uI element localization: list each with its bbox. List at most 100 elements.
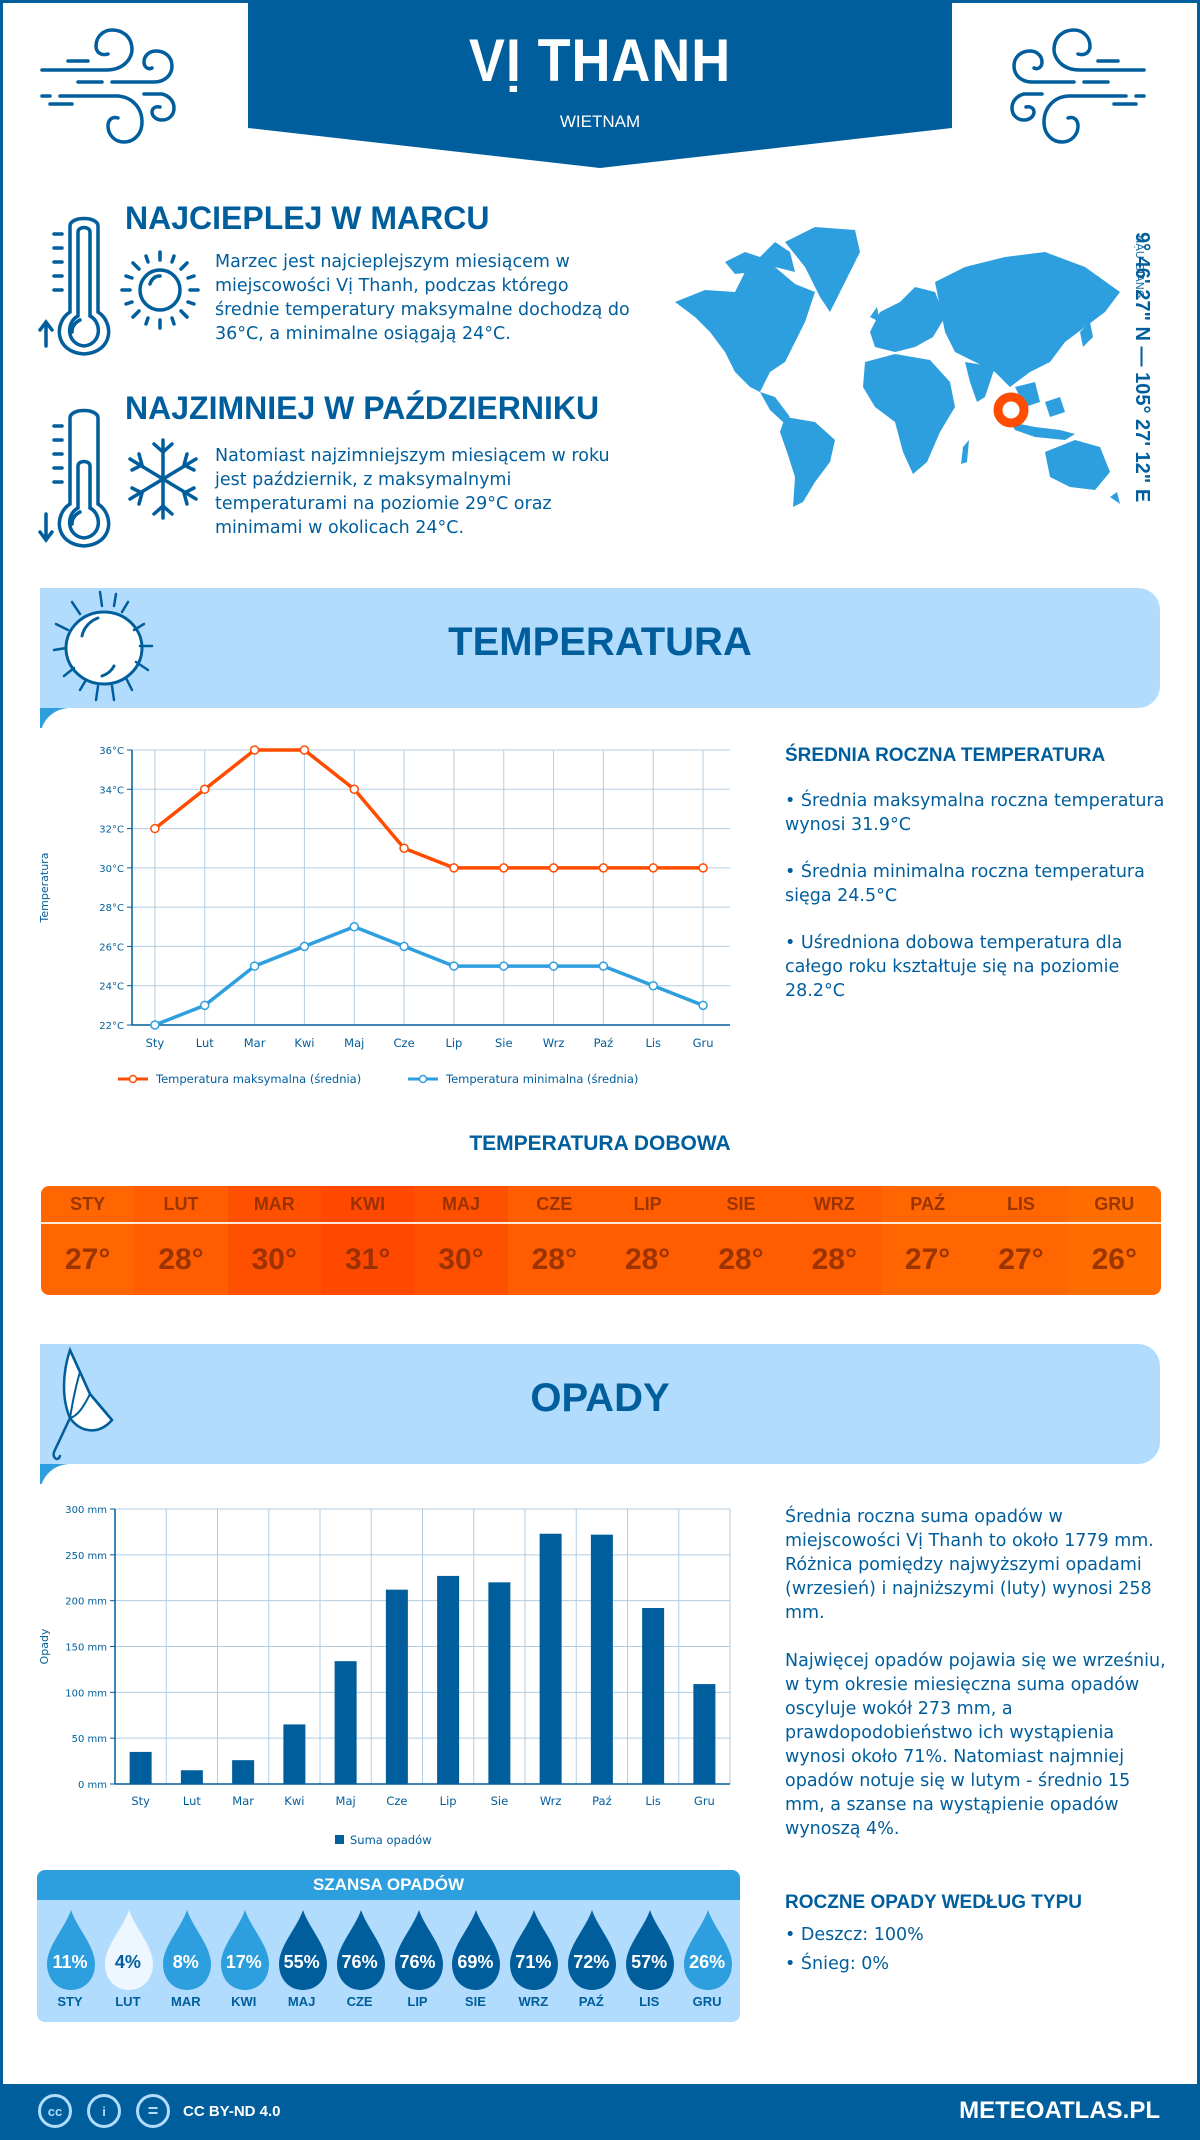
country-label: WIETNAM: [559, 112, 641, 131]
data-point: [548, 863, 559, 873]
daily-temp-value: 28°: [718, 1242, 764, 1276]
y-tick-label: 50 mm: [72, 1734, 107, 1745]
cc-icon: cc: [38, 2094, 72, 2128]
precip-chance-drop: 57% LIS: [620, 1900, 678, 2018]
data-point: [249, 745, 260, 755]
y-axis-label: Opady: [38, 1628, 51, 1664]
license-label[interactable]: CC BY-ND 4.0: [183, 2103, 281, 2120]
data-point: [648, 863, 658, 873]
raindrop-icon: [104, 1910, 153, 1990]
precip-chance-value: 76%: [399, 1952, 436, 1972]
data-point: [648, 980, 658, 991]
daily-temp-cell: LUT 28°: [134, 1186, 228, 1295]
daily-temp-month: SIE: [694, 1186, 788, 1224]
precip-chance-panel: SZANSA OPADÓW 11% STY 4% LUT 8% MAR 17% KWI 55% M…: [37, 1870, 740, 2022]
bar: [693, 1684, 716, 1784]
precip-chance-value: 17%: [225, 1952, 262, 1972]
precip-chance-month: CZE: [346, 1994, 373, 2009]
precip-chance-month: LUT: [115, 1994, 141, 2009]
y-tick-label: 32°C: [99, 825, 124, 836]
coldest-title: NAJZIMNIEJ W PAŹDZIERNIKU: [125, 390, 600, 426]
raindrop-icon: [47, 1910, 95, 1990]
y-tick-label: 150 mm: [65, 1643, 107, 1654]
x-tick-label: Sty: [146, 1036, 165, 1050]
data-point: [698, 863, 708, 873]
daily-temp-month: WRZ: [787, 1186, 881, 1224]
raindrop-icon: [278, 1910, 327, 1990]
daily-temp-value: 31°: [344, 1242, 391, 1276]
precip-chance-month: STY: [57, 1994, 83, 2009]
daily-temperature-table: STY 27° LUT 28° MAR 30° KWI 31° MAJ 30° CZE 28° LIP 2…: [41, 1186, 1161, 1295]
legend-marker: [128, 1074, 138, 1084]
precip-chance-month: PAŹ: [578, 1994, 604, 2009]
daily-temp-month: LIS: [974, 1186, 1068, 1224]
precip-chance-month: WRZ: [518, 1994, 549, 2009]
coldest-text: Natomiast najzimniejszym miesiącem w rok…: [215, 446, 610, 538]
x-tick-label: Lut: [183, 1794, 201, 1808]
bar: [590, 1534, 613, 1784]
x-tick-label: Mar: [232, 1794, 254, 1808]
data-point: [499, 961, 509, 971]
daily-temp-cell: LIP 28°: [600, 1186, 695, 1295]
y-tick-label: 250 mm: [65, 1551, 107, 1562]
x-tick-label: Sty: [131, 1794, 150, 1808]
precipitation-chart: 0 mm 50 mm 100 mm 150 mm 200 mm 250 mm 300 mm S…: [38, 1505, 731, 1847]
y-tick-label: 200 mm: [65, 1597, 107, 1608]
y-axis-label: Temperatura: [38, 853, 51, 924]
data-point: [200, 1000, 210, 1011]
daily-temp-value: 28°: [158, 1242, 204, 1276]
series-line-min: [154, 925, 704, 1027]
daily-temp-cell: SIE 28°: [694, 1186, 788, 1295]
raindrop-icon: [394, 1910, 443, 1990]
legend-marker: [418, 1074, 428, 1084]
wind-icon-right: [1010, 28, 1146, 144]
daily-temp-cell: STY 27°: [41, 1186, 135, 1295]
daily-temp-value: 27°: [998, 1242, 1044, 1276]
daily-temp-month: MAJ: [414, 1186, 508, 1224]
section-bar-temperature: [40, 588, 1160, 708]
precip-chance-month: LIP: [407, 1994, 428, 2009]
y-tick-label: 36°C: [99, 746, 124, 757]
x-tick-label: Wrz: [540, 1794, 562, 1808]
precip-chance-value: 11%: [52, 1952, 88, 1972]
y-tick-label: 300 mm: [65, 1505, 107, 1516]
daily-temp-month: STY: [41, 1186, 135, 1224]
bar: [334, 1661, 357, 1784]
data-point: [150, 1020, 160, 1030]
precip-chance-month: MAR: [171, 1994, 201, 2009]
precip-type-title: ROCZNE OPADY WEDŁUG TYPU: [785, 1892, 1082, 1913]
bar: [437, 1575, 460, 1784]
data-point: [499, 863, 509, 873]
precip-type-snow: • Śnieg: 0%: [785, 1954, 890, 1974]
data-point: [399, 843, 409, 853]
precip-type-rain: • Deszcz: 100%: [785, 1925, 924, 1945]
x-tick-label: Lut: [196, 1036, 214, 1050]
site-link[interactable]: METEOATLAS.PL: [959, 2097, 1160, 2124]
wind-icon-left: [40, 28, 176, 144]
thermometer-down-icon: [38, 408, 111, 548]
raindrop-icon: [510, 1910, 559, 1990]
series-line-max: [153, 748, 704, 870]
daily-temp-cell: CZE 28°: [507, 1186, 601, 1295]
precip-chance-drop: 69% SIE: [446, 1900, 504, 2018]
hottest-text: Marzec jest najcieplejszym miesiącem w m…: [215, 252, 630, 344]
city-title: VỊ THANH: [468, 27, 732, 94]
x-tick-label: Cze: [394, 1036, 415, 1050]
y-tick-label: 34°C: [99, 785, 124, 796]
coordinates: 9° 46' 27" N — 105° 27' 12" E: [1131, 232, 1153, 503]
precip-chance-drop: 72% PAŹ: [562, 1900, 620, 2018]
precip-chance-drop: 4% LUT: [99, 1900, 157, 2018]
y-tick-label: 100 mm: [65, 1688, 107, 1699]
precip-chance-month: MAJ: [287, 1994, 316, 2009]
temp-summary-min: • Średnia minimalna roczna temperatura s…: [785, 862, 1145, 906]
precip-chance-drop: 17% KWI: [215, 1900, 273, 2018]
precip-chance-drops: 11% STY 4% LUT 8% MAR 17% KWI 55% MAJ 76% CZE 76% LIP…: [37, 1900, 740, 2018]
daily-temp-cell: PAŹ 27°: [880, 1186, 975, 1295]
precip-section-title: OPADY: [530, 1376, 670, 1420]
temp-summary-max: • Średnia maksymalna roczna temperatura …: [785, 791, 1165, 835]
precip-summary-text-1: Średnia roczna suma opadów w miejscowośc…: [785, 1507, 1154, 1623]
precip-chance-drop: 26% GRU: [678, 1900, 736, 2018]
legend-label: Suma opadów: [350, 1833, 432, 1847]
daily-temp-value: 28°: [811, 1242, 857, 1276]
legend-label: Temperatura minimalna (średnia): [445, 1072, 638, 1086]
